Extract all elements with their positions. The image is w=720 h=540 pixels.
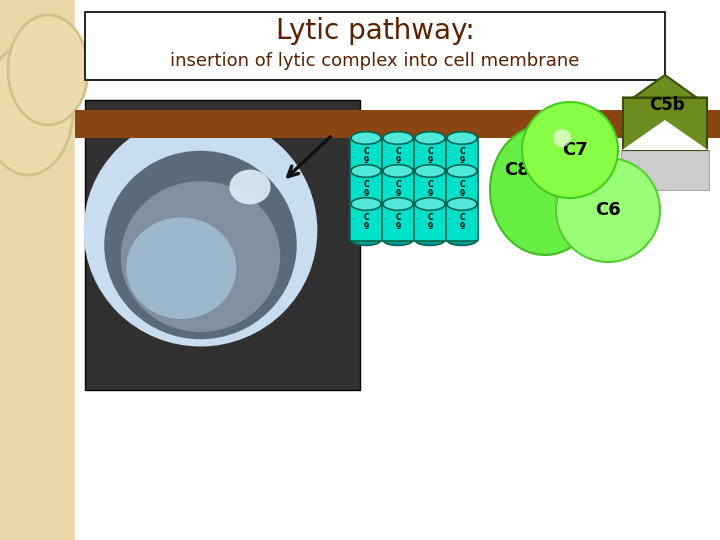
Ellipse shape [383, 132, 413, 144]
Ellipse shape [447, 234, 477, 245]
FancyBboxPatch shape [350, 203, 382, 241]
Ellipse shape [230, 170, 271, 205]
Text: C
9: C 9 [459, 213, 465, 231]
Ellipse shape [351, 168, 381, 179]
Circle shape [522, 102, 618, 198]
FancyBboxPatch shape [446, 203, 478, 241]
Text: C
9: C 9 [427, 147, 433, 165]
Polygon shape [623, 75, 707, 105]
FancyBboxPatch shape [382, 203, 414, 241]
Ellipse shape [383, 234, 413, 245]
Text: C
9: C 9 [459, 180, 465, 198]
Polygon shape [449, 138, 455, 173]
Ellipse shape [415, 198, 445, 210]
FancyBboxPatch shape [446, 170, 478, 208]
Ellipse shape [126, 218, 236, 319]
Polygon shape [369, 138, 375, 181]
FancyBboxPatch shape [382, 137, 414, 175]
FancyBboxPatch shape [414, 137, 446, 175]
Text: C5b: C5b [649, 96, 685, 113]
Circle shape [553, 129, 571, 147]
Polygon shape [623, 98, 707, 150]
Polygon shape [353, 138, 359, 173]
Ellipse shape [351, 198, 381, 210]
Ellipse shape [351, 165, 381, 177]
Ellipse shape [447, 201, 477, 212]
Bar [85, 12, 665, 80]
Ellipse shape [534, 126, 556, 154]
Polygon shape [433, 138, 438, 189]
Text: C
9: C 9 [363, 213, 369, 231]
FancyBboxPatch shape [350, 170, 382, 208]
Ellipse shape [415, 201, 445, 212]
Bar [75, 110, 720, 138]
Ellipse shape [8, 15, 88, 125]
Ellipse shape [351, 132, 381, 144]
Polygon shape [384, 138, 391, 189]
FancyBboxPatch shape [555, 138, 585, 198]
Ellipse shape [447, 165, 477, 177]
Ellipse shape [121, 181, 280, 332]
Bar [85, 100, 360, 390]
Ellipse shape [447, 132, 477, 144]
FancyBboxPatch shape [414, 170, 446, 208]
Bar [75, 0, 720, 540]
Ellipse shape [351, 201, 381, 212]
Ellipse shape [104, 151, 297, 339]
Bar [621, 150, 709, 190]
Ellipse shape [383, 198, 413, 210]
Text: C
9: C 9 [363, 147, 369, 165]
Ellipse shape [383, 165, 413, 177]
Ellipse shape [0, 45, 73, 175]
Text: C
9: C 9 [395, 147, 401, 165]
Ellipse shape [490, 125, 600, 255]
Ellipse shape [383, 201, 413, 212]
Polygon shape [417, 138, 423, 181]
Text: C8: C8 [504, 161, 530, 179]
Ellipse shape [383, 168, 413, 179]
Ellipse shape [415, 165, 445, 177]
Polygon shape [465, 138, 471, 181]
Ellipse shape [84, 114, 318, 347]
Text: C
9: C 9 [395, 180, 401, 198]
Circle shape [556, 158, 660, 262]
Ellipse shape [447, 198, 477, 210]
Text: C
9: C 9 [459, 147, 465, 165]
Text: C6: C6 [595, 201, 621, 219]
FancyBboxPatch shape [382, 170, 414, 208]
Text: C
9: C 9 [427, 213, 433, 231]
FancyBboxPatch shape [414, 203, 446, 241]
Text: C7: C7 [562, 141, 588, 159]
FancyBboxPatch shape [446, 137, 478, 175]
Text: Lytic pathway:: Lytic pathway: [276, 17, 474, 45]
Text: C
9: C 9 [363, 180, 369, 198]
Ellipse shape [447, 168, 477, 179]
Polygon shape [622, 120, 708, 150]
Text: insertion of lytic complex into cell membrane: insertion of lytic complex into cell mem… [171, 52, 580, 70]
Ellipse shape [415, 234, 445, 245]
Text: C
9: C 9 [427, 180, 433, 198]
Text: C
9: C 9 [395, 213, 401, 231]
Bar [375, 110, 720, 138]
Ellipse shape [415, 132, 445, 144]
Ellipse shape [351, 234, 381, 245]
FancyBboxPatch shape [350, 137, 382, 175]
Ellipse shape [415, 168, 445, 179]
Polygon shape [401, 138, 407, 173]
Ellipse shape [555, 135, 585, 157]
